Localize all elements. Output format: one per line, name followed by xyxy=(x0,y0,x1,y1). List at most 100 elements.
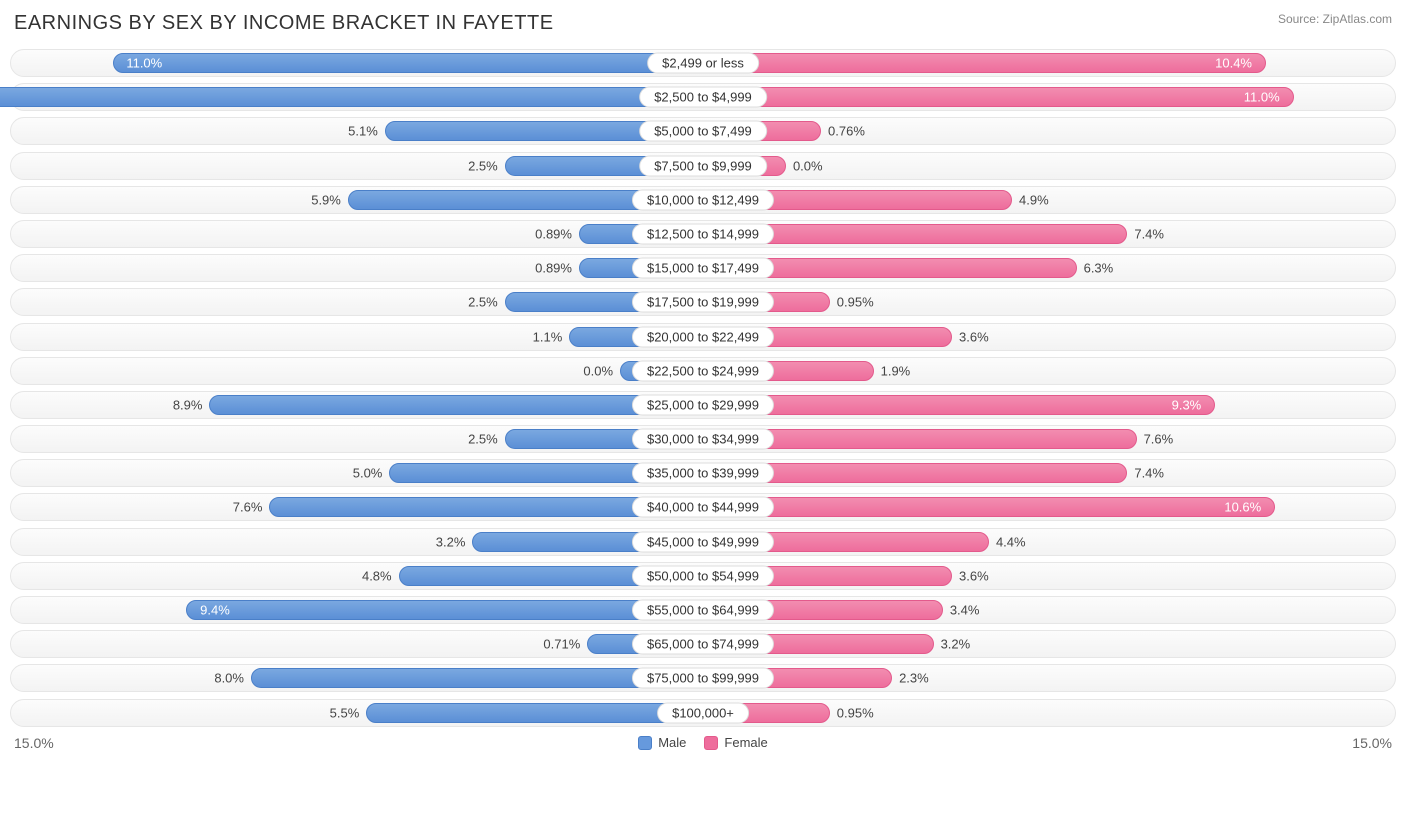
female-value-label: 10.6% xyxy=(1224,500,1261,515)
category-label: $17,500 to $19,999 xyxy=(632,292,774,313)
female-half: 3.6% xyxy=(703,563,1395,589)
male-half: 4.8% xyxy=(11,563,703,589)
category-label: $12,500 to $14,999 xyxy=(632,223,774,244)
category-label: $15,000 to $17,499 xyxy=(632,258,774,279)
chart-row: 0.0% 1.9% $22,500 to $24,999 xyxy=(10,357,1396,385)
chart-row: 2.5% 7.6% $30,000 to $34,999 xyxy=(10,425,1396,453)
category-label: $65,000 to $74,999 xyxy=(632,634,774,655)
female-half: 4.4% xyxy=(703,529,1395,555)
female-value-label: 0.76% xyxy=(828,124,865,139)
male-half: 2.5% xyxy=(11,153,703,179)
male-half: 1.1% xyxy=(11,324,703,350)
diverging-bar-chart: 11.0%10.4%$2,499 or less14.7%11.0%$2,500… xyxy=(10,49,1396,727)
male-half: 9.4% xyxy=(11,597,703,623)
male-value-label: 5.1% xyxy=(348,124,378,139)
chart-row: 5.5% 0.95% $100,000+ xyxy=(10,699,1396,727)
male-half: 7.6% xyxy=(11,494,703,520)
female-half: 0.95% xyxy=(703,289,1395,315)
female-value-label: 4.4% xyxy=(996,534,1026,549)
female-half: 3.6% xyxy=(703,324,1395,350)
female-value-label: 3.2% xyxy=(941,637,971,652)
male-half: 3.2% xyxy=(11,529,703,555)
category-label: $22,500 to $24,999 xyxy=(632,360,774,381)
male-value-label: 8.0% xyxy=(214,671,244,686)
legend-female: Female xyxy=(704,735,767,750)
category-label: $35,000 to $39,999 xyxy=(632,463,774,484)
chart-row: 0.89%6.3%$15,000 to $17,499 xyxy=(10,254,1396,282)
male-bar xyxy=(0,87,703,107)
legend-female-label: Female xyxy=(724,735,767,750)
male-value-label: 2.5% xyxy=(468,158,498,173)
male-bar xyxy=(186,600,703,620)
male-value-label: 11.0% xyxy=(126,56,162,71)
chart-row: 8.0%2.3%$75,000 to $99,999 xyxy=(10,664,1396,692)
category-label: $2,499 or less xyxy=(647,53,759,74)
female-value-label: 1.9% xyxy=(881,363,911,378)
male-half: 2.5% xyxy=(11,426,703,452)
female-value-label: 3.6% xyxy=(959,329,989,344)
female-half: 7.6% xyxy=(703,426,1395,452)
female-half: 1.9% xyxy=(703,358,1395,384)
category-label: $100,000+ xyxy=(657,702,749,723)
male-half: 14.7% xyxy=(11,84,703,110)
female-value-label: 0.0% xyxy=(793,158,823,173)
female-swatch-icon xyxy=(704,736,718,750)
chart-row: 2.5% 0.0% $7,500 to $9,999 xyxy=(10,152,1396,180)
category-label: $7,500 to $9,999 xyxy=(639,155,767,176)
chart-row: 0.89% 7.4%$12,500 to $14,999 xyxy=(10,220,1396,248)
female-half: 7.4% xyxy=(703,221,1395,247)
category-label: $45,000 to $49,999 xyxy=(632,531,774,552)
male-value-label: 3.2% xyxy=(436,534,466,549)
category-label: $2,500 to $4,999 xyxy=(639,87,767,108)
legend-male: Male xyxy=(638,735,686,750)
chart-row: 2.5% 0.95% $17,500 to $19,999 xyxy=(10,288,1396,316)
male-value-label: 1.1% xyxy=(533,329,563,344)
female-value-label: 2.3% xyxy=(899,671,929,686)
category-label: $30,000 to $34,999 xyxy=(632,429,774,450)
female-value-label: 9.3% xyxy=(1172,397,1202,412)
female-value-label: 0.95% xyxy=(837,295,874,310)
female-half: 2.3% xyxy=(703,665,1395,691)
male-half: 5.0% xyxy=(11,460,703,486)
female-half: 10.4% xyxy=(703,50,1395,76)
male-bar xyxy=(113,53,704,73)
chart-footer: 15.0% Male Female 15.0% xyxy=(10,735,1396,751)
female-value-label: 10.4% xyxy=(1215,56,1252,71)
female-value-label: 7.4% xyxy=(1134,466,1164,481)
male-half: 0.0% xyxy=(11,358,703,384)
male-value-label: 8.9% xyxy=(173,397,203,412)
chart-row: 11.0% 10.4% $2,499 or less xyxy=(10,49,1396,77)
male-value-label: 5.5% xyxy=(330,705,360,720)
male-half: 8.9% xyxy=(11,392,703,418)
category-label: $55,000 to $64,999 xyxy=(632,600,774,621)
legend: Male Female xyxy=(638,735,768,750)
male-half: 8.0% xyxy=(11,665,703,691)
chart-row: 5.9%4.9%$10,000 to $12,499 xyxy=(10,186,1396,214)
male-half: 2.5% xyxy=(11,289,703,315)
male-half: 5.1% xyxy=(11,118,703,144)
male-value-label: 0.0% xyxy=(583,363,613,378)
female-bar xyxy=(703,497,1275,517)
male-value-label: 2.5% xyxy=(468,295,498,310)
chart-row: 0.71%3.2%$65,000 to $74,999 xyxy=(10,630,1396,658)
female-half: 0.76% xyxy=(703,118,1395,144)
category-label: $10,000 to $12,499 xyxy=(632,189,774,210)
female-value-label: 0.95% xyxy=(837,705,874,720)
female-half: 4.9% xyxy=(703,187,1395,213)
male-bar xyxy=(366,703,703,723)
female-half: 0.0% xyxy=(703,153,1395,179)
male-value-label: 0.89% xyxy=(535,226,572,241)
chart-row: 9.4%3.4%$55,000 to $64,999 xyxy=(10,596,1396,624)
female-half: 0.95% xyxy=(703,700,1395,726)
male-half: 0.89% xyxy=(11,255,703,281)
female-half: 11.0% xyxy=(703,84,1395,110)
chart-row: 5.1%0.76%$5,000 to $7,499 xyxy=(10,117,1396,145)
female-half: 3.4% xyxy=(703,597,1395,623)
chart-row: 7.6%10.6%$40,000 to $44,999 xyxy=(10,493,1396,521)
female-value-label: 7.6% xyxy=(1144,432,1174,447)
chart-row: 5.0% 7.4% $35,000 to $39,999 xyxy=(10,459,1396,487)
female-bar xyxy=(703,53,1266,73)
chart-row: 8.9%9.3%$25,000 to $29,999 xyxy=(10,391,1396,419)
male-value-label: 0.89% xyxy=(535,261,572,276)
chart-row: 4.8%3.6%$50,000 to $54,999 xyxy=(10,562,1396,590)
